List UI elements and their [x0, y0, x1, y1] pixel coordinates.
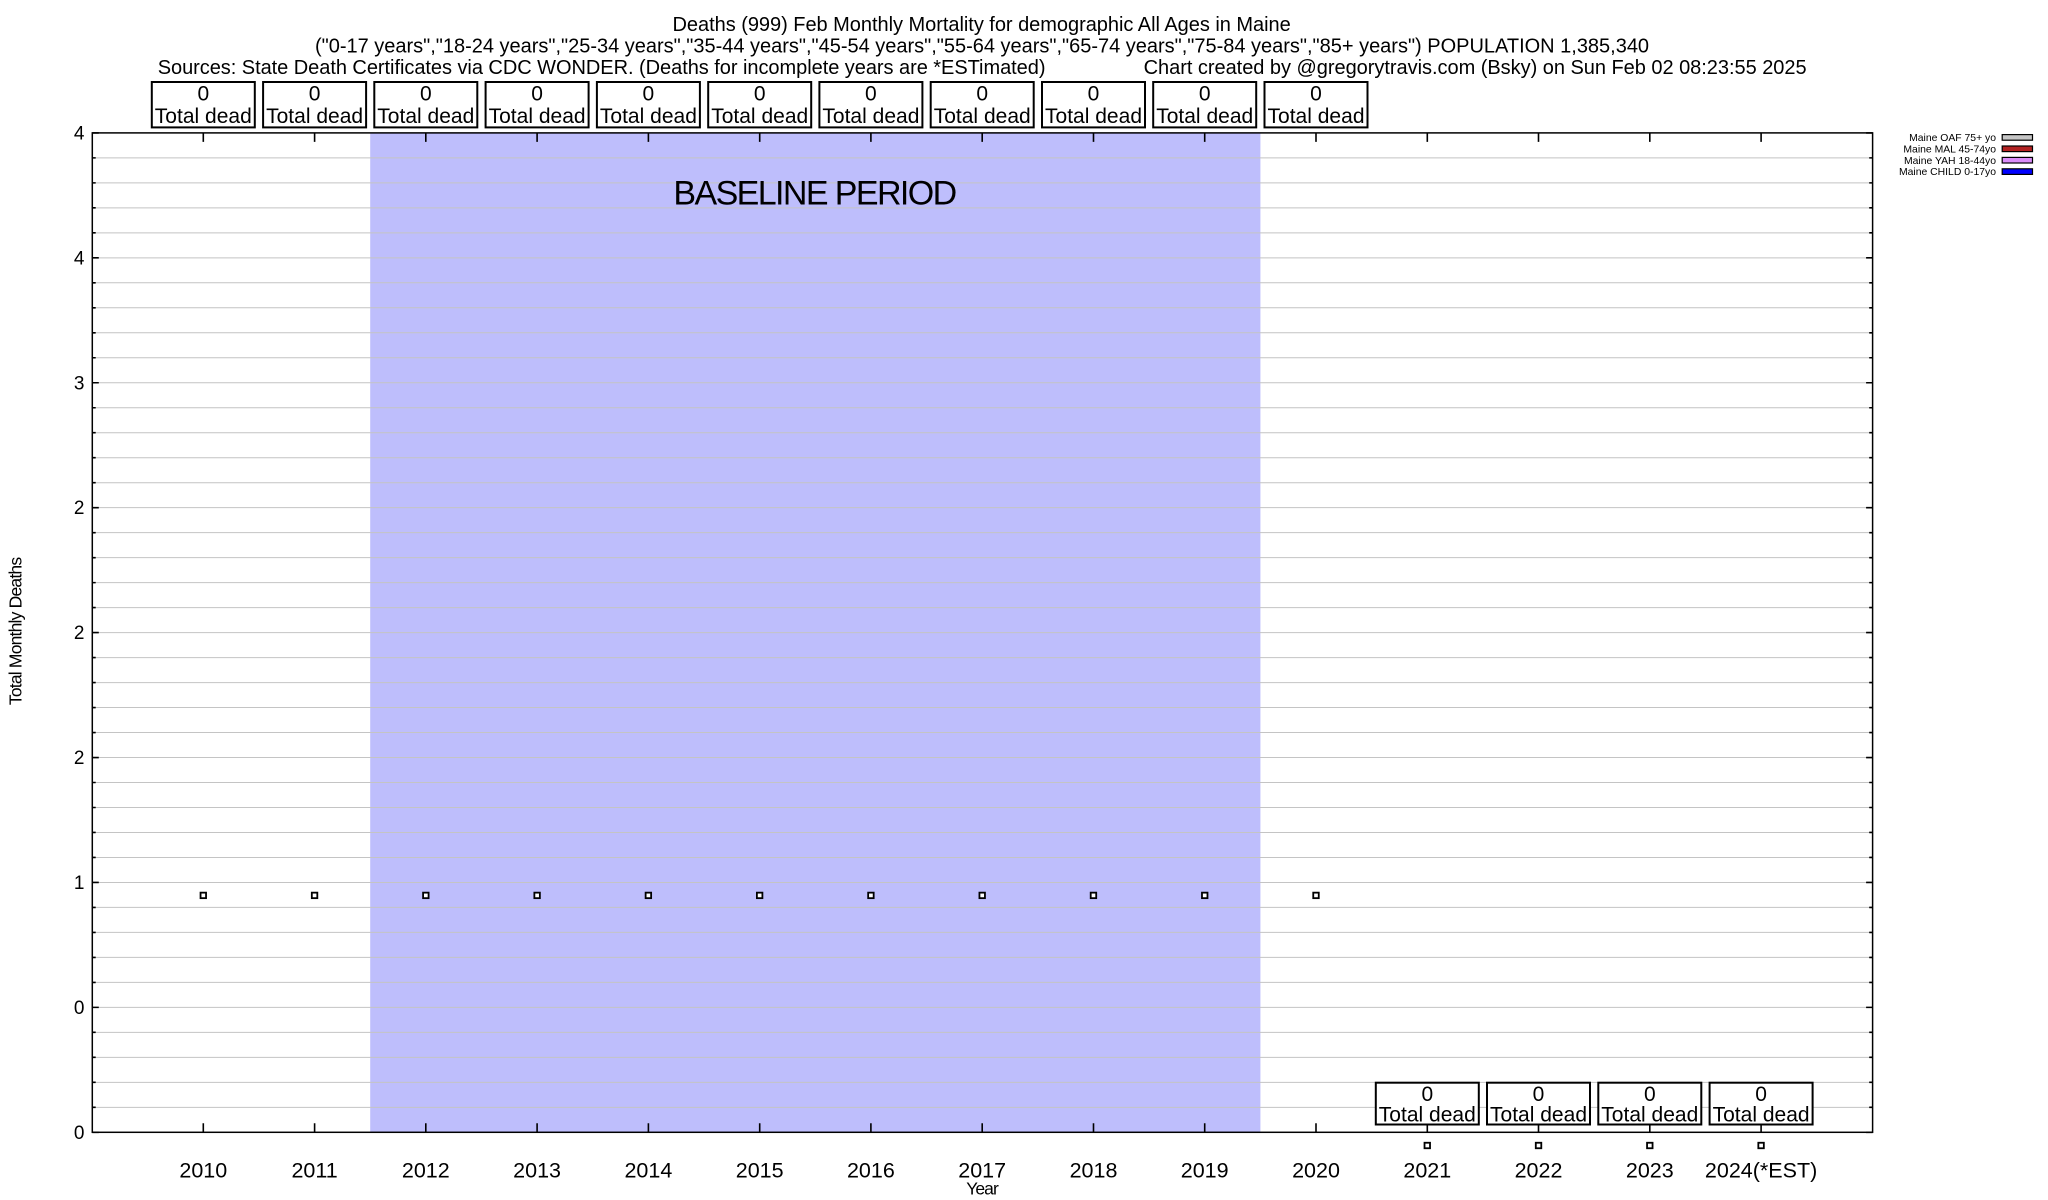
svg-text:4: 4 [74, 248, 85, 269]
svg-text:4: 4 [74, 123, 85, 144]
svg-text:Total dead: Total dead [1379, 1103, 1476, 1126]
svg-text:Total dead: Total dead [1601, 1103, 1698, 1126]
svg-text:0: 0 [643, 83, 655, 106]
svg-text:0: 0 [74, 998, 85, 1019]
svg-text:Total dead: Total dead [711, 105, 808, 128]
svg-text:2017: 2017 [958, 1159, 1006, 1183]
svg-text:2015: 2015 [736, 1159, 784, 1183]
svg-text:Total dead: Total dead [1713, 1103, 1810, 1126]
svg-text:0: 0 [1421, 1083, 1433, 1106]
svg-text:0: 0 [1199, 83, 1211, 106]
svg-text:1: 1 [74, 873, 85, 894]
svg-text:2016: 2016 [847, 1159, 895, 1183]
svg-text:Total dead: Total dead [1156, 105, 1253, 128]
svg-text:Total dead: Total dead [1490, 1103, 1587, 1126]
svg-text:2: 2 [74, 748, 85, 769]
svg-text:Total dead: Total dead [489, 105, 586, 128]
svg-text:Sources: State Death Certifica: Sources: State Death Certificates via CD… [158, 57, 1046, 79]
svg-text:2024(*EST): 2024(*EST) [1705, 1159, 1817, 1183]
svg-text:("0-17 years","18-24 years","2: ("0-17 years","18-24 years","25-34 years… [315, 36, 1649, 58]
svg-text:Total dead: Total dead [266, 105, 363, 128]
svg-text:Maine CHILD 0-17yo: Maine CHILD 0-17yo [1899, 167, 1996, 178]
svg-text:2020: 2020 [1292, 1159, 1340, 1183]
svg-text:Year: Year [966, 1179, 999, 1199]
svg-text:2022: 2022 [1515, 1159, 1563, 1183]
svg-text:2023: 2023 [1626, 1159, 1674, 1183]
svg-text:Total dead: Total dead [934, 105, 1031, 128]
svg-text:Total Monthly Deaths: Total Monthly Deaths [6, 557, 26, 705]
svg-text:0: 0 [976, 83, 988, 106]
svg-text:Total dead: Total dead [1268, 105, 1365, 128]
svg-text:0: 0 [1644, 1083, 1656, 1106]
svg-text:0: 0 [1310, 83, 1322, 106]
svg-text:Total dead: Total dead [155, 105, 252, 128]
svg-text:0: 0 [309, 83, 321, 106]
svg-text:BASELINE PERIOD: BASELINE PERIOD [673, 174, 957, 212]
svg-text:0: 0 [197, 83, 209, 106]
svg-text:0: 0 [531, 83, 543, 106]
svg-text:3: 3 [74, 373, 85, 394]
svg-text:2019: 2019 [1181, 1159, 1229, 1183]
svg-text:Total dead: Total dead [600, 105, 697, 128]
svg-text:0: 0 [1088, 83, 1100, 106]
svg-text:Total dead: Total dead [822, 105, 919, 128]
svg-text:Maine YAH 18-44yo: Maine YAH 18-44yo [1904, 156, 1996, 167]
svg-text:2: 2 [74, 498, 85, 519]
svg-text:2014: 2014 [624, 1159, 672, 1183]
svg-text:Maine MAL 45-74yo: Maine MAL 45-74yo [1903, 144, 1996, 155]
svg-text:2012: 2012 [402, 1159, 450, 1183]
svg-text:Total dead: Total dead [377, 105, 474, 128]
svg-text:2010: 2010 [179, 1159, 227, 1183]
svg-text:Total dead: Total dead [1045, 105, 1142, 128]
svg-text:Maine OAF 75+ yo: Maine OAF 75+ yo [1909, 133, 1996, 144]
svg-text:0: 0 [1755, 1083, 1767, 1106]
svg-text:0: 0 [865, 83, 877, 106]
svg-text:Deaths (999) Feb Monthly Morta: Deaths (999) Feb Monthly Mortality for d… [673, 14, 1291, 36]
svg-text:Chart created by @gregorytravi: Chart created by @gregorytravis.com (Bsk… [1144, 57, 1807, 79]
svg-text:2011: 2011 [291, 1159, 337, 1183]
svg-text:2021: 2021 [1403, 1159, 1451, 1183]
svg-text:0: 0 [420, 83, 432, 106]
svg-text:2: 2 [74, 623, 85, 644]
svg-text:0: 0 [1533, 1083, 1545, 1106]
svg-text:2018: 2018 [1070, 1159, 1118, 1183]
svg-text:0: 0 [754, 83, 766, 106]
svg-text:2013: 2013 [513, 1159, 561, 1183]
svg-text:0: 0 [74, 1123, 85, 1144]
